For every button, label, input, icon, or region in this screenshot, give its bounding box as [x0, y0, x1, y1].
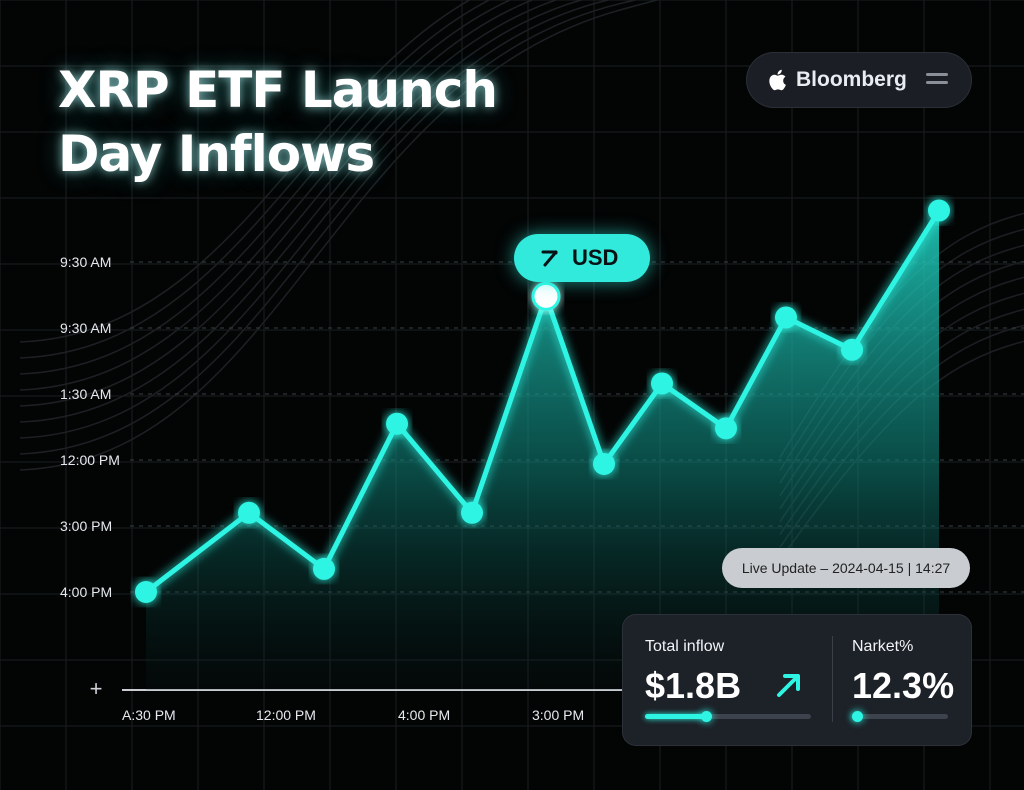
title-line-1: XRP ETF Launch	[58, 61, 498, 119]
data-point	[593, 452, 615, 475]
data-point	[386, 412, 408, 435]
data-point	[238, 501, 260, 524]
add-icon[interactable]: +	[89, 676, 103, 701]
wave-line	[19, 0, 559, 407]
highlight-point	[531, 281, 561, 311]
total-inflow-progress-knob	[701, 711, 713, 722]
y-tick-label: 12:00 PM	[60, 452, 120, 468]
total-inflow-progress	[645, 711, 811, 722]
data-point	[135, 581, 157, 603]
y-tick-label: 1:30 AM	[60, 386, 111, 402]
market-progress	[851, 711, 948, 722]
wave-line	[19, 0, 492, 359]
stats-panel: Total inflow $1.8B Narket% 12.3%	[622, 614, 972, 746]
y-tick-label: 3:00 PM	[60, 518, 112, 534]
y-tick-label: 9:30 AM	[60, 254, 111, 270]
total-inflow-label: Total inflow	[645, 638, 725, 655]
wave-line	[19, 0, 639, 455]
market-progress-knob	[851, 711, 863, 722]
data-point	[928, 199, 950, 222]
market-label: Narket%	[852, 638, 914, 655]
brand-badge[interactable]: Bloomberg	[746, 52, 972, 108]
hamburger-menu-icon[interactable]	[926, 73, 948, 87]
apple-logo-icon	[769, 69, 786, 91]
live-update-badge: Live Update – 2024-04-15 | 14:27	[722, 548, 970, 588]
tooltip-label: USD	[572, 245, 619, 270]
x-tick-label: 4:00 PM	[398, 707, 450, 723]
market-value: 12.3%	[852, 665, 955, 706]
arrow-up-right-icon	[541, 250, 558, 267]
series-line	[144, 209, 942, 594]
x-tick-label: 12:00 PM	[256, 707, 316, 723]
data-point	[841, 338, 863, 361]
wave-line	[19, 0, 585, 423]
wave-line	[19, 0, 513, 375]
y-tick-label: 4:00 PM	[60, 584, 112, 600]
x-tick-label: 3:00 PM	[532, 707, 584, 723]
stats-divider	[832, 636, 833, 722]
page-title: XRP ETF Launch Day Inflows	[58, 58, 498, 186]
brand-name: Bloomberg	[796, 68, 907, 91]
title-line-2: Day Inflows	[58, 125, 375, 183]
y-tick-label: 9:30 AM	[60, 320, 111, 336]
wave-line	[19, 0, 472, 343]
x-tick-label: A:30 PM	[122, 707, 176, 723]
data-point	[461, 501, 483, 524]
usd-tooltip[interactable]: USD	[514, 234, 650, 282]
total-inflow-value: $1.8B	[645, 665, 742, 706]
data-point	[775, 306, 797, 329]
wave-line	[19, 0, 612, 439]
data-point	[715, 417, 737, 440]
data-point	[313, 557, 335, 580]
wave-line	[19, 0, 535, 391]
trend-up-arrow-icon	[777, 674, 800, 697]
data-point	[651, 372, 673, 395]
total-inflow-progress-fill	[645, 714, 707, 719]
